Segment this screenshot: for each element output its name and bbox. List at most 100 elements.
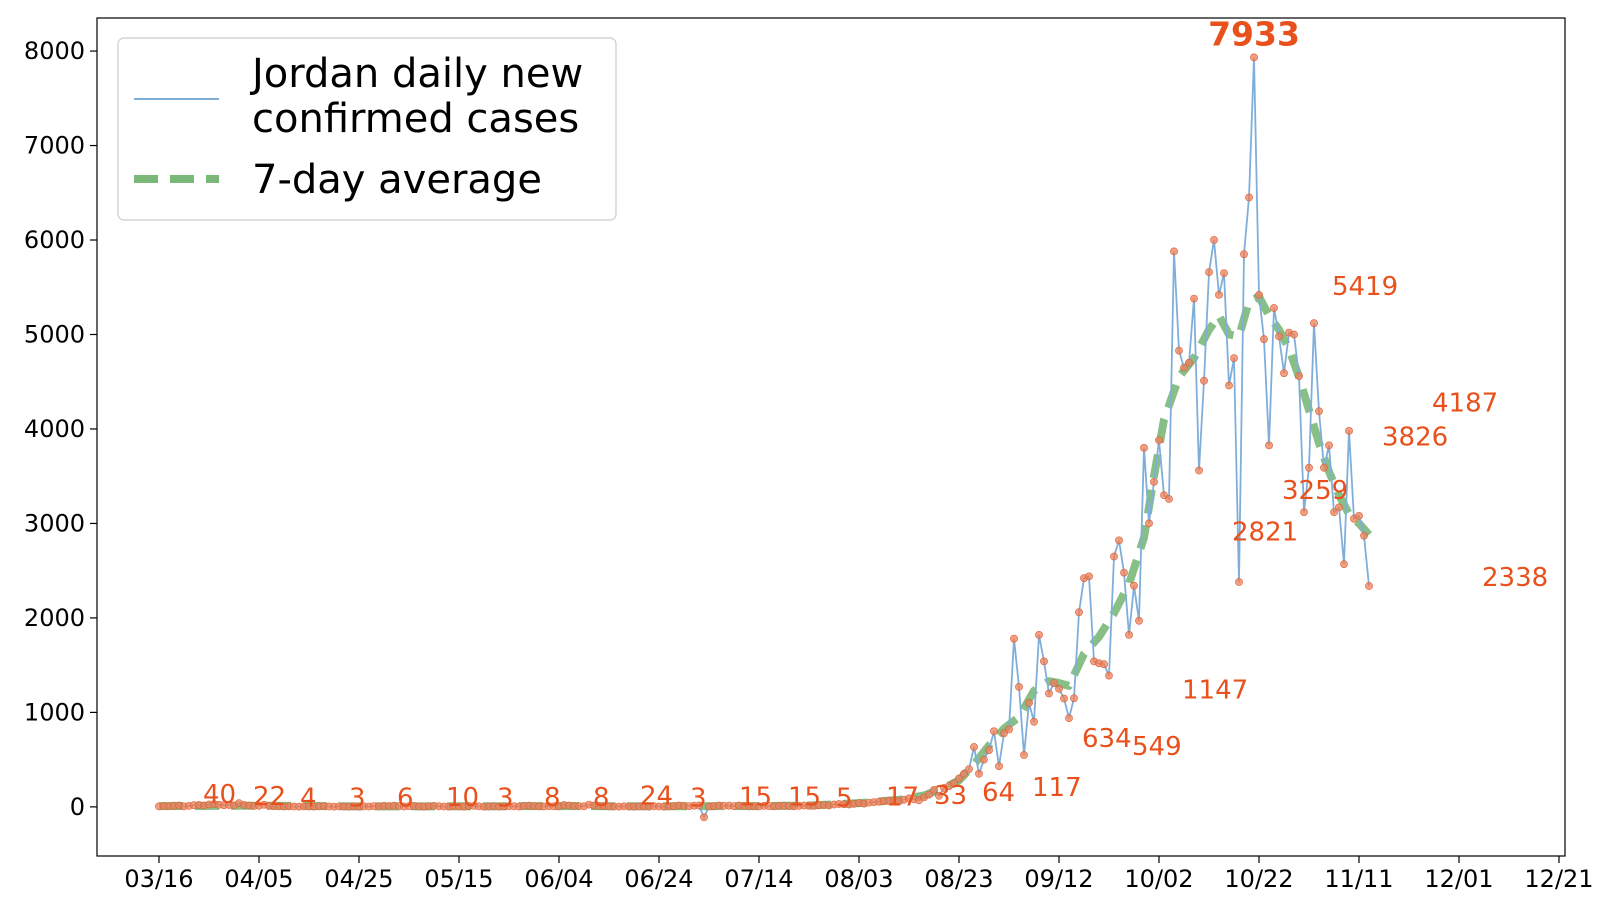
- data-label: 117: [1032, 773, 1082, 803]
- x-tick-label: 09/12: [1024, 865, 1093, 893]
- x-tick-label: 05/15: [424, 865, 493, 893]
- peak-label: 7933: [1208, 14, 1300, 53]
- data-label: 3: [497, 784, 514, 814]
- data-point: [1085, 572, 1093, 581]
- data-point: [935, 791, 943, 800]
- data-label: 22: [253, 782, 286, 812]
- data-point: [1075, 608, 1083, 617]
- data-point: [1215, 290, 1223, 299]
- data-point: [1150, 477, 1158, 486]
- data-point: [1230, 354, 1238, 362]
- data-point: [990, 727, 998, 736]
- data-point: [1005, 725, 1013, 734]
- data-label: 549: [1132, 732, 1182, 762]
- data-label: 24: [640, 782, 673, 812]
- x-tick-label: 11/11: [1324, 865, 1393, 893]
- data-point: [1240, 250, 1248, 259]
- y-tick-label: 3000: [24, 509, 85, 537]
- data-label: 3: [349, 784, 366, 814]
- y-tick-label: 7000: [24, 132, 85, 160]
- data-label: 8: [593, 783, 610, 813]
- data-point: [1235, 578, 1243, 586]
- data-point: [1250, 53, 1258, 62]
- x-tick-label: 04/05: [224, 865, 293, 893]
- data-point: [1210, 236, 1218, 244]
- data-point: [975, 769, 983, 778]
- x-tick-label: 12/21: [1524, 865, 1593, 893]
- data-point: [1180, 363, 1188, 372]
- data-point: [1330, 508, 1338, 516]
- data-point: [695, 801, 703, 810]
- data-point: [1110, 552, 1118, 561]
- x-axis: 03/16 04/05 04/25 05/15 06/04 06/24 07/14 08/03…: [124, 856, 1594, 893]
- x-tick-label: 04/25: [324, 865, 393, 893]
- data-label: 10: [446, 783, 479, 813]
- data-label: 4: [300, 784, 317, 814]
- data-point: [1365, 582, 1373, 590]
- data-point: [1200, 376, 1208, 385]
- data-point: [1025, 699, 1033, 707]
- data-label: 8: [544, 783, 561, 813]
- x-tick-label: 06/04: [524, 865, 593, 893]
- data-point: [995, 762, 1003, 771]
- data-point: [1115, 536, 1123, 545]
- x-tick-label: 10/02: [1124, 865, 1193, 893]
- data-point: [1020, 751, 1028, 759]
- x-tick-label: 10/22: [1224, 865, 1293, 893]
- data-label: 5: [836, 783, 853, 813]
- data-point: [925, 790, 933, 799]
- data-point: [1120, 568, 1128, 577]
- data-label: 1147: [1182, 676, 1248, 706]
- data-label: 64: [982, 778, 1015, 808]
- data-point: [1065, 714, 1073, 722]
- data-label: 634: [1082, 724, 1132, 754]
- legend-average-label: 7-day average: [252, 157, 542, 203]
- data-point: [950, 779, 958, 788]
- data-point: [1140, 443, 1148, 452]
- data-point: [1260, 335, 1268, 344]
- y-tick-label: 2000: [24, 604, 85, 632]
- data-point: [1270, 304, 1278, 312]
- data-label: 2338: [1482, 563, 1548, 593]
- data-label: 5419: [1332, 272, 1398, 302]
- data-label: 3: [690, 784, 707, 814]
- data-point: [1355, 512, 1363, 520]
- data-label: 33: [934, 781, 967, 811]
- data-point: [1130, 581, 1138, 590]
- data-point: [1290, 330, 1298, 339]
- data-point: [1070, 694, 1078, 703]
- data-label: 6: [397, 783, 414, 813]
- data-point: [1015, 683, 1023, 691]
- x-tick-label: 06/24: [624, 865, 693, 893]
- data-point: [1305, 463, 1313, 472]
- data-point: [960, 769, 968, 778]
- y-tick-label: 8000: [24, 37, 85, 65]
- legend-box: [117, 37, 617, 221]
- data-point: [985, 746, 993, 755]
- y-tick-label: 4000: [24, 415, 85, 443]
- y-tick-label: 6000: [24, 226, 85, 254]
- data-label: 2821: [1232, 517, 1298, 547]
- data-point: [1055, 684, 1063, 693]
- plot-frame: [96, 17, 1566, 857]
- data-point: [1205, 268, 1213, 276]
- data-point: [955, 774, 963, 783]
- data-point: [1255, 290, 1263, 299]
- x-tick-label: 08/23: [924, 865, 993, 893]
- data-point: [1050, 679, 1058, 687]
- data-point: [1320, 463, 1328, 472]
- data-point: [1345, 426, 1353, 435]
- data-point: [1220, 269, 1228, 277]
- data-point: [1175, 346, 1183, 355]
- legend: Jordan daily new confirmed cases 7-day a…: [117, 37, 617, 221]
- x-tick-label: 03/16: [124, 865, 193, 893]
- series-7-day-average-line: [158, 292, 1373, 811]
- data-point: [1045, 689, 1053, 698]
- data-point: [1310, 319, 1318, 328]
- data-point: [1125, 631, 1133, 639]
- data-point: [1185, 358, 1193, 367]
- data-point: [1265, 441, 1273, 450]
- data-point: [1165, 495, 1173, 503]
- points-layer: [155, 53, 1373, 822]
